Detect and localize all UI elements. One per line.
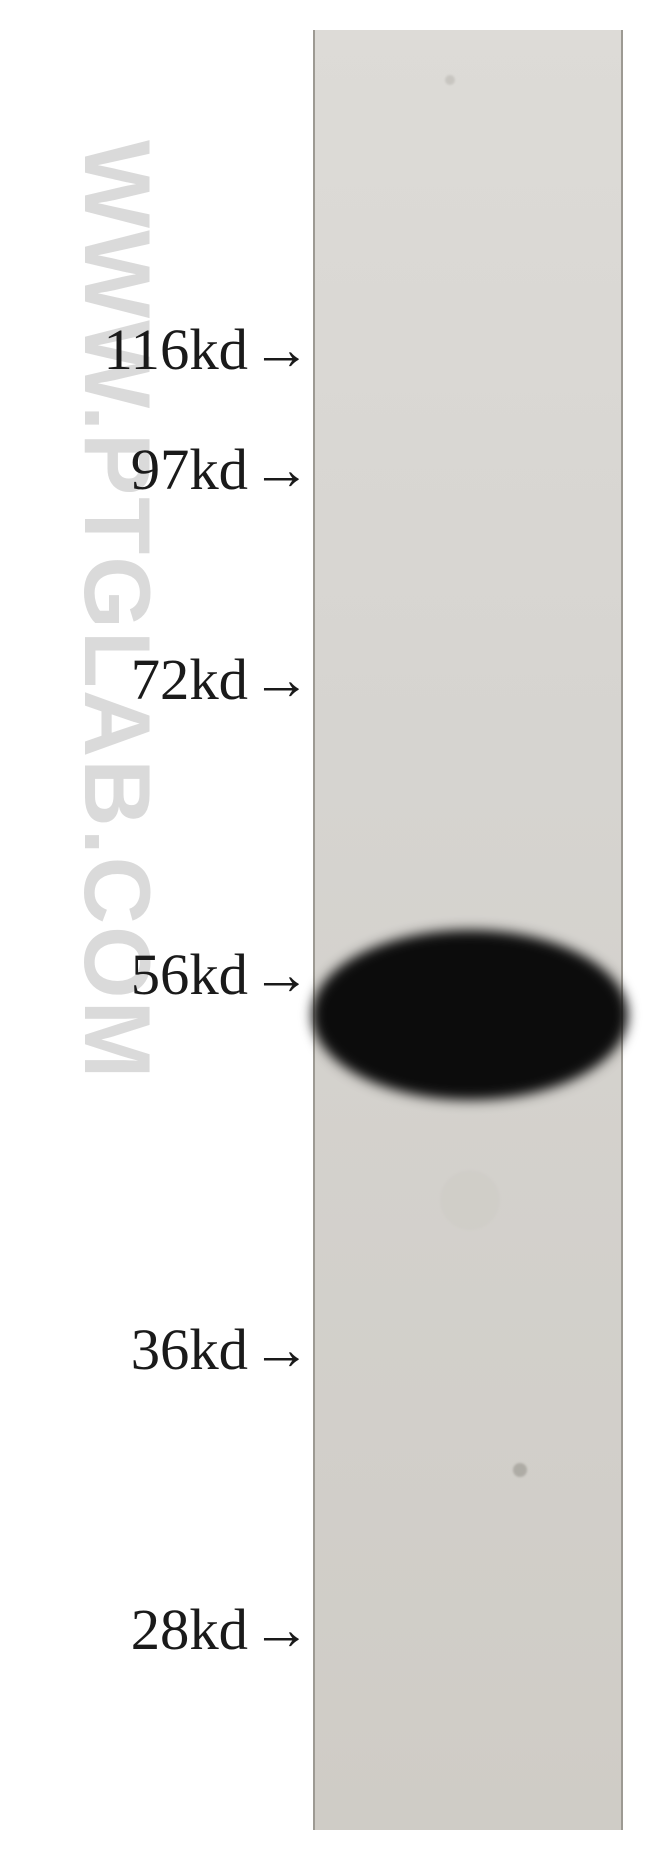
arrow-right-icon: → [252, 1321, 311, 1380]
blot-lane [313, 30, 623, 1830]
arrow-right-icon: → [252, 651, 311, 710]
artifact-speck [440, 1170, 500, 1230]
arrow-right-icon: → [252, 321, 311, 380]
protein-band [312, 930, 628, 1100]
mw-label: 36kd [0, 1321, 248, 1380]
mw-label: 72kd [0, 651, 248, 710]
arrow-right-icon: → [252, 441, 311, 500]
watermark-text: WWW.PTGLAB.COM [63, 140, 170, 1080]
artifact-speck [513, 1463, 527, 1477]
artifact-speck [445, 75, 455, 85]
arrow-right-icon: → [252, 946, 311, 1005]
mw-label: 56kd [0, 946, 248, 1005]
mw-label: 116kd [0, 321, 248, 380]
arrow-right-icon: → [252, 1601, 311, 1660]
mw-label: 28kd [0, 1601, 248, 1660]
mw-label: 97kd [0, 441, 248, 500]
western-blot-figure: WWW.PTGLAB.COM 116kd→97kd→72kd→56kd→36kd… [0, 0, 650, 1855]
